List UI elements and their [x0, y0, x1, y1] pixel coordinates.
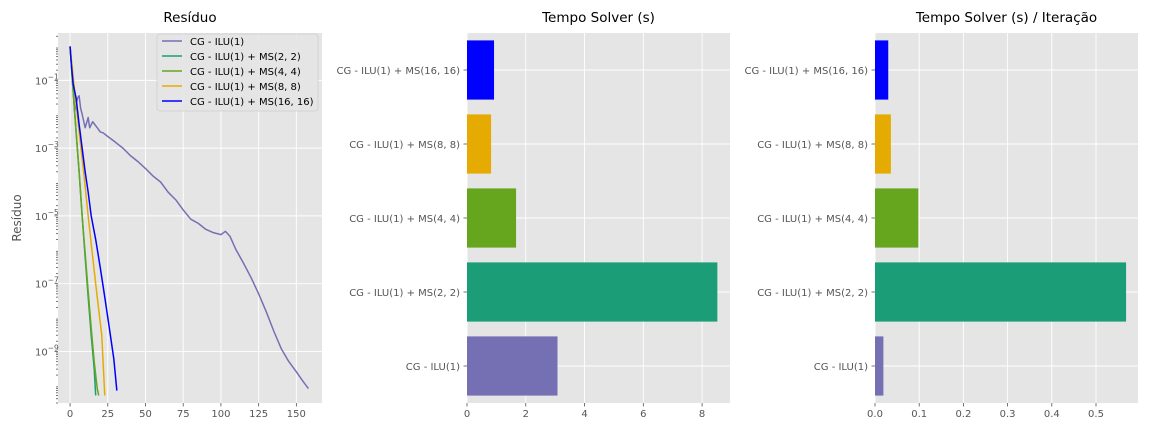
residual-x-tick-label: 125 [249, 409, 268, 420]
time-per-iteration-bar-2 [875, 188, 919, 248]
solver-time-bar-2 [467, 188, 517, 248]
time-per-iteration-category-label-2: CG - ILU(1) + MS(4, 4) [757, 214, 868, 225]
time-per-iteration-bar-1 [875, 262, 1127, 322]
residual-legend: CG - ILU(1) CG - ILU(1) + MS(2, 2) CG - IL… [156, 33, 319, 112]
solver-time-bar-0 [467, 336, 558, 396]
time-per-iteration-x-tick-label: 0.0 [867, 409, 883, 420]
time-per-iteration-chart: 0.0 0.1 0.2 0.3 0.4 0.5 CG - ILU(1) CG - ILU(1)… [744, 10, 1138, 420]
solver-time-bar-1 [467, 262, 718, 322]
residual-legend-box [156, 33, 319, 112]
time-per-iteration-x-tick-label: 0.5 [1088, 409, 1104, 420]
time-per-iteration-bar-0 [875, 336, 884, 396]
solver-time-category-label-4: CG - ILU(1) + MS(16, 16) [336, 66, 460, 77]
time-per-iteration-category-label-4: CG - ILU(1) + MS(16, 16) [744, 66, 868, 77]
solver-time-chart: 0 2 4 6 8 CG - ILU(1) CG - ILU(1) + MS(2, 2) CG… [336, 10, 730, 420]
residual-y-tick-exponent: −3 [48, 140, 59, 149]
solver-time-category-label-0: CG - ILU(1) [406, 362, 460, 373]
residual-y-tick-base: 10 [35, 144, 48, 155]
solver-time-bar-4 [467, 40, 495, 100]
time-per-iteration-x-tick-label: 0.3 [1000, 409, 1016, 420]
time-per-iteration-x-tick-label: 0.4 [1044, 409, 1060, 420]
residual-x-tick-label: 25 [101, 409, 114, 420]
residual-y-tick-exponent: −9 [48, 343, 59, 352]
residual-y-tick-label: 10−1 [35, 72, 59, 87]
solver-time-x-tick-label: 6 [640, 409, 646, 420]
residual-y-tick-exponent: −1 [48, 72, 59, 81]
solver-time-category-label-1: CG - ILU(1) + MS(2, 2) [349, 288, 460, 299]
residual-series-line-2 [69, 46, 100, 396]
time-per-iteration-category-label-3: CG - ILU(1) + MS(8, 8) [757, 140, 868, 151]
residual-y-tick-label: 10−9 [35, 343, 59, 358]
time-per-iteration-chart-title: Tempo Solver (s) / Iteração [915, 10, 1097, 26]
solver-time-category-label-2: CG - ILU(1) + MS(4, 4) [349, 214, 460, 225]
residual-series-line-4 [69, 46, 118, 391]
residual-y-tick-label: 10−7 [35, 276, 59, 291]
solver-time-x-tick-label: 0 [464, 409, 470, 420]
residual-x-tick-label: 0 [67, 409, 73, 420]
residual-y-axis-label: Resíduo [10, 194, 24, 241]
time-per-iteration-x-tick-label: 0.2 [955, 409, 971, 420]
residual-y-tick-base: 10 [35, 76, 48, 87]
time-per-iteration-x-tick-label: 0.1 [911, 409, 927, 420]
residual-y-tick-base: 10 [35, 347, 48, 358]
residual-legend-label-0: CG - ILU(1) [190, 37, 244, 48]
residual-legend-label-3: CG - ILU(1) + MS(8, 8) [190, 82, 301, 93]
residual-y-tick-label: 10−3 [35, 140, 59, 155]
residual-y-tick-label: 10−5 [35, 208, 59, 223]
residual-chart: 0 25 50 75 100 125 15010−110−310−510−710−9Resí… [10, 10, 322, 420]
time-per-iteration-bar-4 [875, 40, 889, 100]
residual-legend-label-4: CG - ILU(1) + MS(16, 16) [190, 97, 314, 108]
time-per-iteration-category-label-0: CG - ILU(1) [814, 362, 868, 373]
residual-legend-label-1: CG - ILU(1) + MS(2, 2) [190, 52, 301, 63]
residual-x-tick-label: 150 [287, 409, 306, 420]
residual-legend-label-2: CG - ILU(1) + MS(4, 4) [190, 67, 301, 78]
solver-time-x-tick-label: 8 [699, 409, 705, 420]
residual-y-tick-exponent: −5 [48, 208, 59, 217]
residual-x-tick-label: 50 [139, 409, 152, 420]
residual-chart-title: Resíduo [163, 10, 216, 26]
solver-time-x-tick-label: 2 [523, 409, 529, 420]
residual-y-tick-exponent: −7 [48, 276, 59, 285]
solver-time-category-label-3: CG - ILU(1) + MS(8, 8) [349, 140, 460, 151]
solver-time-chart-title: Tempo Solver (s) [541, 10, 655, 26]
solver-time-bar-3 [467, 114, 492, 174]
solver-time-x-tick-label: 4 [581, 409, 587, 420]
residual-y-tick-base: 10 [35, 280, 48, 291]
time-per-iteration-category-label-1: CG - ILU(1) + MS(2, 2) [757, 288, 868, 299]
residual-x-tick-label: 100 [211, 409, 230, 420]
time-per-iteration-bar-3 [875, 114, 891, 174]
residual-series-line-0 [69, 46, 310, 390]
residual-y-tick-base: 10 [35, 212, 48, 223]
residual-x-tick-label: 75 [177, 409, 190, 420]
